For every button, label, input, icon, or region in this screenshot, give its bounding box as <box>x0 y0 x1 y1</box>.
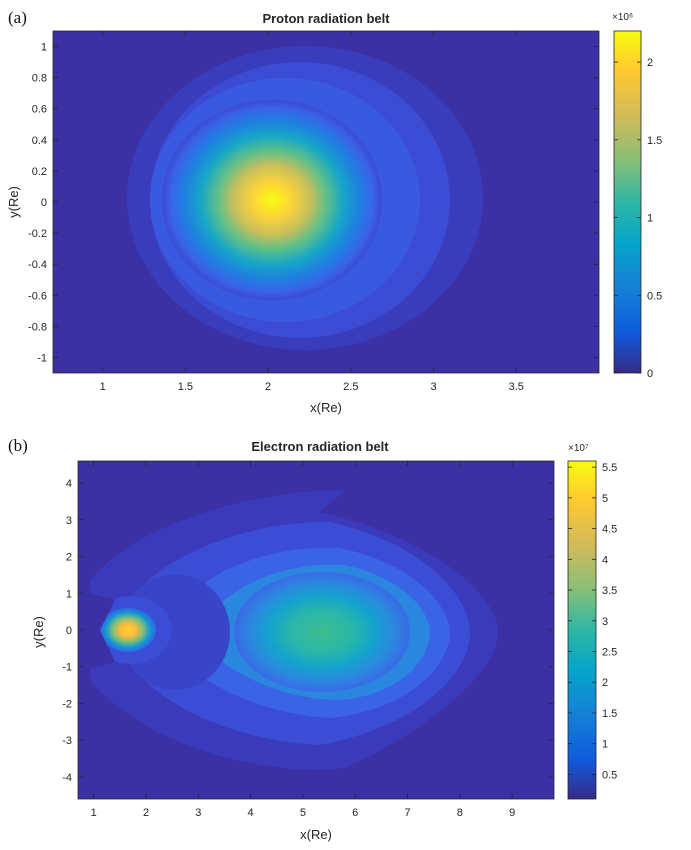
proton-colorbar <box>613 30 642 374</box>
proton-ytick-label: 0.2 <box>32 166 47 178</box>
proton-xtick-label: 2 <box>265 381 271 393</box>
electron-cb-tick-label: 4.5 <box>602 524 617 536</box>
proton-chart: Proton radiation belt 1 1.5 2 2.5 3 3.5 1 0.8 0.… <box>6 11 662 415</box>
electron-xtick-label: 7 <box>404 807 410 819</box>
electron-ytick-label: 0 <box>66 625 72 637</box>
proton-ytick-label: -0.4 <box>28 259 47 271</box>
electron-cb-tick-label: 4 <box>602 554 608 566</box>
panel-a-label: (a) <box>8 8 27 27</box>
electron-xtick-label: 1 <box>91 807 97 819</box>
proton-colorbar-ticks: 0 0.5 1 1.5 2 <box>614 57 662 380</box>
electron-ytick-label: 4 <box>66 478 72 490</box>
electron-cb-tick-label: 1 <box>602 739 608 751</box>
proton-cb-tick-label: 1 <box>647 213 653 225</box>
electron-cb-tick-label: 3.5 <box>602 585 617 597</box>
proton-axes: 1 1.5 2 2.5 3 3.5 1 0.8 0.6 0.4 0.2 0 -0.2 -0.4 -0.6 -0… <box>28 31 599 393</box>
proton-xtick-label: 3 <box>430 381 436 393</box>
electron-chart-title: Electron radiation belt <box>251 439 389 454</box>
electron-ytick-label: 2 <box>66 552 72 564</box>
electron-axes: 1 2 3 4 5 6 7 8 9 4 3 2 1 0 -1 -2 -3 -4 <box>62 461 554 819</box>
electron-ytick-label: -3 <box>62 735 72 747</box>
proton-ylabel: y(Re) <box>6 186 21 218</box>
proton-xtick-label: 2.5 <box>343 381 358 393</box>
electron-xtick-label: 2 <box>143 807 149 819</box>
proton-cb-tick-label: 0 <box>647 368 653 380</box>
proton-ytick-label: -1 <box>37 352 47 364</box>
proton-cb-tick-label: 2 <box>647 57 653 69</box>
electron-cb-tick-label: 5.5 <box>602 462 617 474</box>
electron-colorbar <box>567 460 597 800</box>
proton-ytick-label: -0.8 <box>28 321 47 333</box>
electron-cb-tick-label: 2 <box>602 677 608 689</box>
electron-cb-tick-label: 5 <box>602 493 608 505</box>
electron-xtick-label: 9 <box>509 807 515 819</box>
electron-xlabel: x(Re) <box>300 827 332 842</box>
electron-heatmap <box>78 461 554 799</box>
proton-xtick-label: 1 <box>100 381 106 393</box>
proton-heatmap <box>53 31 599 373</box>
electron-ytick-label: 1 <box>66 588 72 600</box>
electron-ytick-label: -4 <box>62 772 72 784</box>
electron-xtick-label: 3 <box>195 807 201 819</box>
electron-xtick-label: 4 <box>248 807 254 819</box>
proton-ytick-label: -0.2 <box>28 228 47 240</box>
proton-ytick-label: 0 <box>41 197 47 209</box>
proton-ytick-label: 0.6 <box>32 104 47 116</box>
proton-ytick-label: -0.6 <box>28 290 47 302</box>
proton-xtick-label: 3.5 <box>509 381 524 393</box>
proton-xlabel: x(Re) <box>310 400 342 415</box>
proton-xtick-label: 1.5 <box>178 381 193 393</box>
proton-chart-title: Proton radiation belt <box>262 11 390 26</box>
electron-ytick-label: 3 <box>66 515 72 527</box>
panel-b-label: (b) <box>8 436 28 455</box>
electron-cb-tick-label: 3 <box>602 616 608 628</box>
proton-cb-tick-label: 0.5 <box>647 290 662 302</box>
electron-cb-tick-label: 1.5 <box>602 708 617 720</box>
electron-xtick-label: 8 <box>457 807 463 819</box>
proton-ytick-label: 0.4 <box>32 135 47 147</box>
electron-cb-tick-label: 0.5 <box>602 769 617 781</box>
proton-colorbar-exponent: ×10⁶ <box>612 12 633 23</box>
electron-colorbar-ticks: 0.5 1 1.5 2 2.5 3 3.5 4 4.5 5 5.5 <box>568 462 617 781</box>
electron-ytick-label: -1 <box>62 662 72 674</box>
proton-ytick-label: 1 <box>41 42 47 54</box>
electron-colorbar-exponent: ×10⁷ <box>568 443 589 454</box>
proton-cb-tick-label: 1.5 <box>647 135 662 147</box>
electron-xtick-label: 6 <box>352 807 358 819</box>
electron-ylabel: y(Re) <box>31 616 46 648</box>
proton-ytick-label: 0.8 <box>32 73 47 85</box>
electron-xtick-label: 5 <box>300 807 306 819</box>
electron-cb-tick-label: 2.5 <box>602 647 617 659</box>
electron-ytick-label: -2 <box>62 698 72 710</box>
electron-chart: Electron radiation belt 1 2 3 4 5 6 7 8 9 4 3 2 1 0 -1… <box>31 439 617 842</box>
